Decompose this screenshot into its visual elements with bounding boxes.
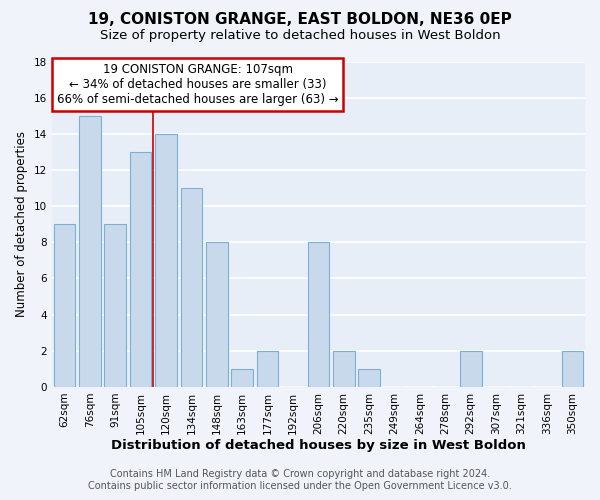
Text: 19, CONISTON GRANGE, EAST BOLDON, NE36 0EP: 19, CONISTON GRANGE, EAST BOLDON, NE36 0… — [88, 12, 512, 28]
Bar — [358, 369, 380, 387]
Bar — [257, 351, 278, 387]
Bar — [181, 188, 202, 387]
Bar — [333, 351, 355, 387]
Bar — [53, 224, 75, 387]
Text: Contains HM Land Registry data © Crown copyright and database right 2024.
Contai: Contains HM Land Registry data © Crown c… — [88, 470, 512, 491]
Bar — [104, 224, 126, 387]
Bar — [562, 351, 583, 387]
Text: Size of property relative to detached houses in West Boldon: Size of property relative to detached ho… — [100, 29, 500, 42]
Text: 19 CONISTON GRANGE: 107sqm
← 34% of detached houses are smaller (33)
66% of semi: 19 CONISTON GRANGE: 107sqm ← 34% of deta… — [57, 63, 338, 106]
Bar — [308, 242, 329, 387]
Bar — [130, 152, 151, 387]
Bar — [460, 351, 482, 387]
Bar — [79, 116, 101, 387]
Bar — [155, 134, 177, 387]
X-axis label: Distribution of detached houses by size in West Boldon: Distribution of detached houses by size … — [111, 440, 526, 452]
Bar — [232, 369, 253, 387]
Y-axis label: Number of detached properties: Number of detached properties — [15, 131, 28, 317]
Bar — [206, 242, 227, 387]
